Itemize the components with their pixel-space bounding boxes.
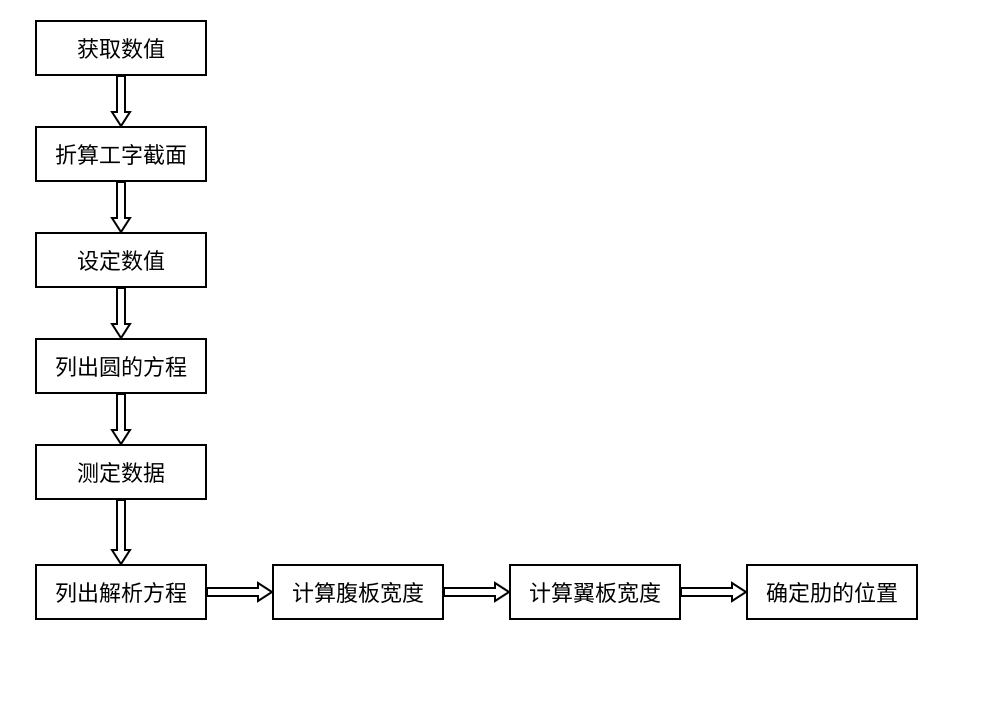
flowchart-node: 确定肋的位置: [746, 564, 918, 620]
flowchart-arrow: [101, 374, 141, 464]
flowchart-node-label: 计算腹板宽度: [292, 576, 424, 608]
flowchart-arrow: [101, 56, 141, 146]
flowchart-arrow: [101, 480, 141, 584]
flowchart-node-label: 计算翼板宽度: [529, 576, 661, 608]
flowchart-arrow: [101, 268, 141, 358]
flowchart-arrow: [101, 162, 141, 252]
flowchart-node: 计算翼板宽度: [509, 564, 681, 620]
flowchart-arrow: [187, 572, 292, 612]
flowchart-stage: 获取数值折算工字截面设定数值列出圆的方程测定数据列出解析方程计算腹板宽度计算翼板…: [0, 0, 1000, 722]
flowchart-node: 计算腹板宽度: [272, 564, 444, 620]
flowchart-arrow: [661, 572, 766, 612]
flowchart-arrow: [424, 572, 529, 612]
flowchart-node-label: 确定肋的位置: [766, 576, 898, 608]
